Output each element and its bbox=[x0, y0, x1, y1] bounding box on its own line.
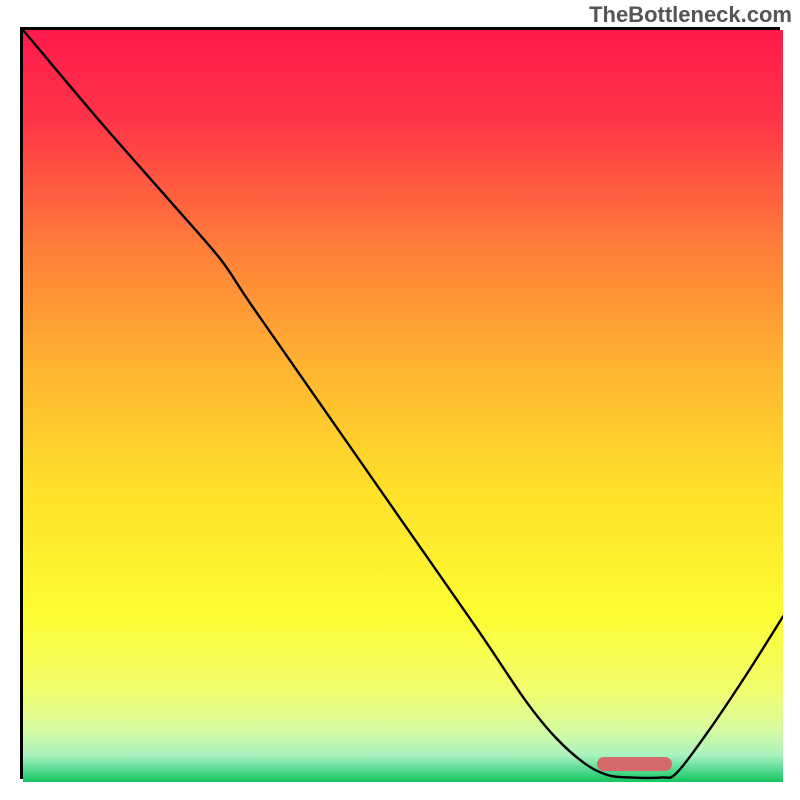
attribution-text: TheBottleneck.com bbox=[589, 2, 792, 28]
plot-svg bbox=[23, 30, 783, 782]
chart-container: TheBottleneck.com bbox=[0, 0, 800, 800]
plot-area bbox=[20, 27, 780, 779]
minimum-marker bbox=[597, 757, 672, 771]
